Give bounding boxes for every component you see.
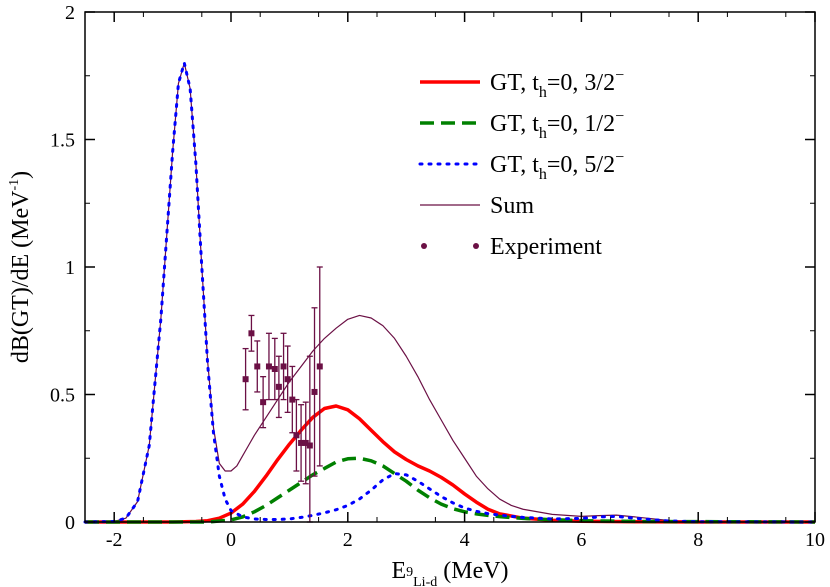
- experiment-marker: [265, 363, 272, 370]
- experiment-marker: [311, 388, 318, 395]
- plot-area: [83, 61, 817, 524]
- series-line-3: [84, 62, 816, 523]
- y-tick-label: 0.5: [50, 385, 75, 407]
- x-tick-label: 0: [226, 529, 236, 551]
- experiment-marker: [248, 330, 255, 337]
- series-line-2: [83, 61, 817, 524]
- legend-swatch-experiment: [421, 243, 427, 249]
- experiment-marker: [260, 399, 267, 406]
- experiment-marker: [275, 383, 282, 390]
- x-tick-label: 10: [805, 529, 825, 551]
- x-tick-label: 4: [460, 529, 470, 551]
- y-axis-label-close: ): [8, 171, 34, 179]
- legend-label-2: GT, th=0, 5/2−: [490, 149, 624, 183]
- x-axis-label-sub: Li-d: [413, 575, 437, 587]
- experiment-point: [284, 345, 291, 414]
- legend-label-mid: =0, 1/2: [547, 111, 615, 137]
- experiment-marker: [271, 366, 278, 372]
- experiment-marker: [306, 442, 313, 449]
- experiment-marker: [298, 439, 305, 446]
- experiment-marker: [316, 363, 323, 370]
- x-tick-label: 2: [343, 529, 353, 551]
- y-axis-label-sup: -1: [7, 179, 22, 191]
- plot-frame: [84, 11, 816, 523]
- legend-label-sub: h: [539, 125, 547, 142]
- legend-label-pre: GT, t: [490, 70, 539, 96]
- y-axis: 0 0.5 1 1.5 2: [50, 2, 815, 534]
- x-axis-label-unit: (MeV): [437, 558, 508, 584]
- experiment-marker: [254, 363, 261, 370]
- experiment-point: [311, 307, 318, 477]
- experiment-point: [293, 398, 300, 472]
- legend-label-sub: h: [539, 84, 547, 101]
- legend-swatch-experiment: [473, 243, 479, 249]
- y-tick-label: 2: [65, 2, 75, 24]
- experiment-marker: [280, 363, 287, 370]
- experiment-point: [271, 337, 278, 401]
- x-axis-label-sup: 9: [406, 565, 413, 580]
- experiment-point: [248, 314, 255, 352]
- experiment-marker: [293, 432, 300, 439]
- x-axis-label: E9Li-d (MeV): [391, 558, 508, 587]
- legend-label-sup: −: [615, 67, 624, 84]
- y-axis-label-main: dB(GT)/dE (MeV: [8, 190, 34, 363]
- x-axis-label-base: E: [391, 558, 406, 584]
- legend-label-3: Sum: [490, 193, 534, 219]
- experiment-point: [242, 347, 249, 411]
- experiment-point: [275, 355, 282, 419]
- x-tick-label: -2: [106, 529, 123, 551]
- x-tick-label: 8: [693, 529, 703, 551]
- y-tick-label: 1: [65, 257, 75, 279]
- experiment-point: [280, 332, 287, 401]
- experiment-point: [260, 375, 267, 429]
- legend-label-0: GT, th=0, 3/2−: [490, 67, 624, 101]
- experiment-marker: [284, 376, 291, 383]
- legend-label-experiment: Experiment: [490, 234, 602, 260]
- y-tick-label: 1.5: [50, 130, 75, 152]
- experiment-marker: [289, 396, 296, 403]
- x-axis: -2 0 2 4 6 8 10: [84, 12, 825, 551]
- experiment-point: [302, 401, 309, 485]
- experiment-marker: [242, 376, 249, 383]
- series-line-0: [85, 404, 815, 524]
- legend-label-1: GT, th=0, 1/2−: [490, 108, 624, 142]
- experiment-point: [265, 332, 272, 401]
- legend-label-sup: −: [615, 108, 624, 125]
- experiment-point: [298, 404, 305, 482]
- legend-label-mid: =0, 5/2: [547, 152, 615, 178]
- legend-label-pre: Sum: [490, 193, 534, 219]
- x-tick-label: 6: [576, 529, 586, 551]
- experiment-marker: [302, 439, 309, 446]
- legend-label-sub: h: [539, 166, 547, 183]
- experiment-point: [254, 340, 261, 393]
- legend-label-mid: =0, 3/2: [547, 70, 615, 96]
- legend-label-pre: GT, t: [490, 111, 539, 137]
- experiment-point: [306, 355, 313, 523]
- legend-label-pre: GT, t: [490, 152, 539, 178]
- legend-label-sup: −: [615, 149, 624, 166]
- y-axis-label: dB(GT)/dE (MeV-1): [7, 171, 34, 363]
- experiment-point: [316, 266, 323, 467]
- y-tick-label: 0: [65, 512, 75, 534]
- legend: GT, th=0, 3/2−GT, th=0, 1/2−GT, th=0, 5/…: [418, 67, 624, 260]
- series-line-1: [85, 456, 816, 524]
